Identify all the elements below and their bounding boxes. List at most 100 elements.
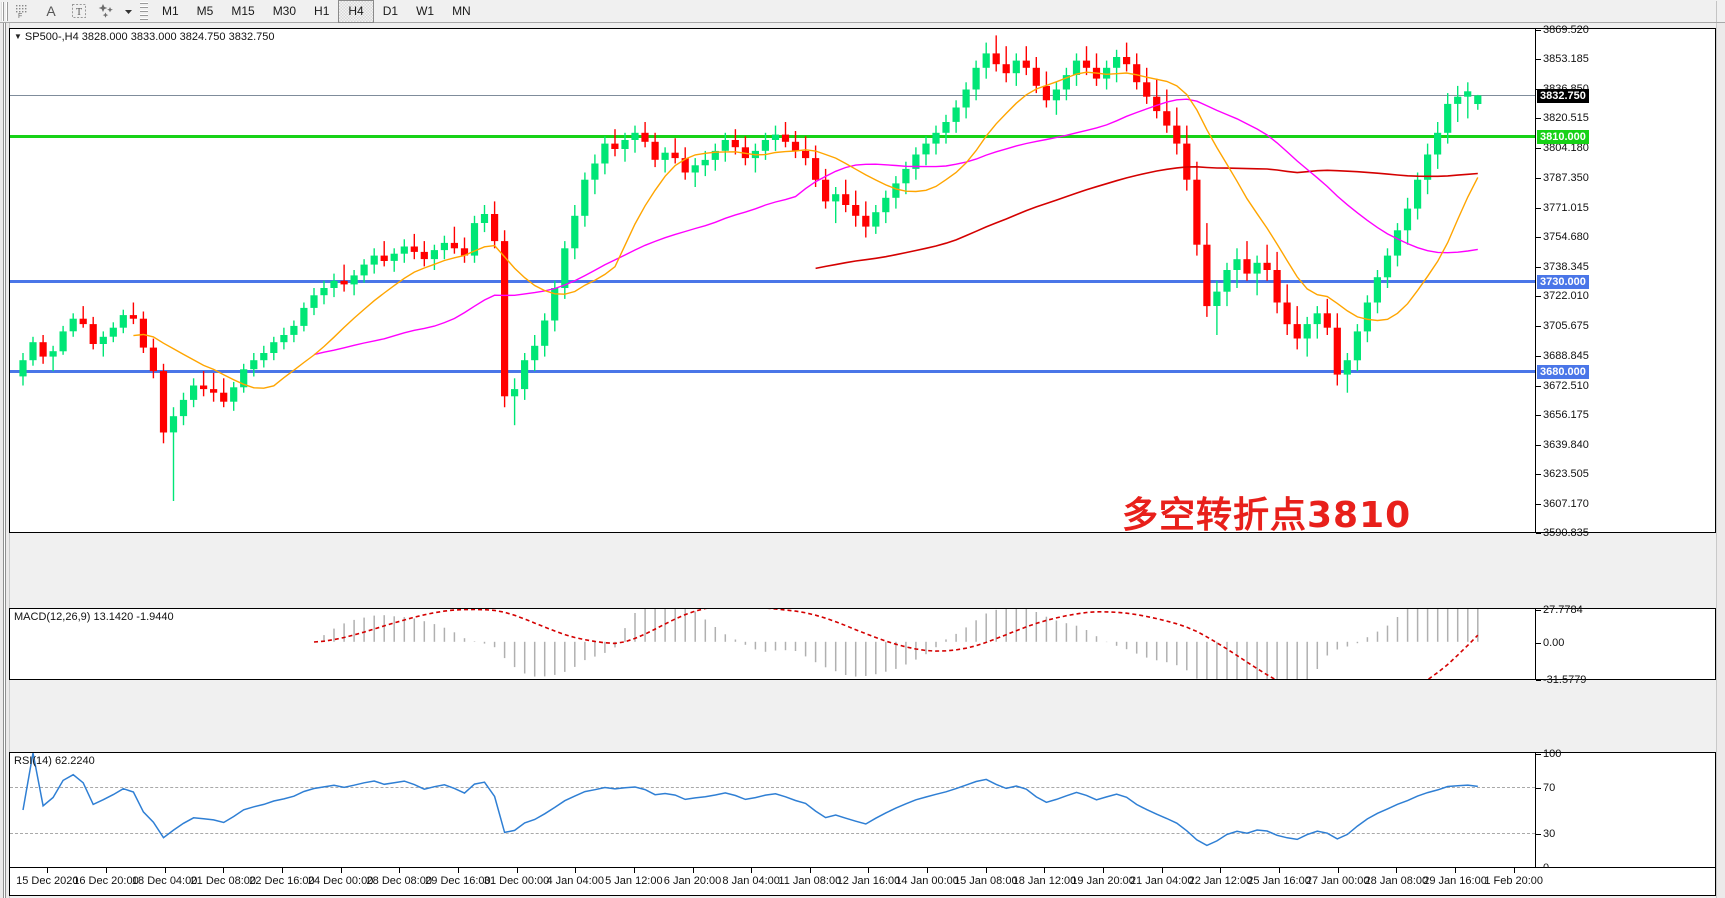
price-panel-title: SP500-,H4 3828.000 3833.000 3824.750 383…	[24, 31, 275, 43]
price-plot-area[interactable]	[10, 29, 1535, 532]
rsi-panel-header: RSI(14) 62.2240	[14, 755, 95, 767]
price-axis-tick	[1536, 533, 1541, 534]
time-axis-tick	[809, 868, 811, 873]
price-tag-3832.750[interactable]: 3832.750	[1537, 89, 1589, 104]
price-panel-header: ▼ SP500-,H4 3828.000 3833.000 3824.750 38…	[14, 31, 274, 43]
time-axis-tick	[575, 868, 577, 873]
time-axis-tick	[1044, 868, 1046, 873]
time-axis-label: 22 Dec 16:00	[249, 875, 315, 887]
time-axis-label: 11 Jan 08:00	[778, 875, 842, 887]
timeframe-h4[interactable]: H4	[338, 0, 374, 23]
time-axis-tick	[1279, 868, 1281, 873]
time-axis-tick	[399, 868, 401, 873]
timeframe-m15[interactable]: M15	[231, 4, 255, 18]
time-axis-tick	[868, 868, 870, 873]
rsi-plot-area[interactable]	[10, 753, 1535, 867]
time-axis-label: 16 Dec 20:00	[73, 875, 139, 887]
price-axis-label: 3688.845	[1543, 350, 1589, 363]
price-axis-tick	[1536, 30, 1541, 31]
macd-panel[interactable]: MACD(12,26,9) 13.1420 -1.9440 27.7784 0.0…	[9, 604, 1716, 686]
price-axis-label: 3869.520	[1543, 24, 1589, 36]
time-axis-label: 22 Jan 12:00	[1188, 875, 1253, 887]
timeframe-mn[interactable]: MN	[452, 4, 471, 18]
rsi-guide-30	[10, 832, 1535, 834]
time-axis-label: 18 Dec 04:00	[131, 875, 198, 887]
text-label-icon[interactable]: A	[37, 1, 65, 22]
crosshair-icon[interactable]: F	[9, 1, 37, 22]
time-axis-label: 24 Dec 00:00	[307, 875, 374, 887]
price-axis-label: 3639.840	[1543, 438, 1589, 451]
time-axis-tick	[457, 868, 459, 873]
price-tag-3730.000[interactable]: 3730.000	[1537, 274, 1589, 289]
time-axis-tick	[633, 868, 635, 873]
time-axis-tick	[985, 868, 987, 873]
timeframe-d1[interactable]: D1	[382, 4, 399, 18]
price-level-line-3680[interactable]	[10, 370, 1535, 374]
macd-axis-tick	[1536, 610, 1541, 611]
toolbar-grip[interactable]	[1, 1, 9, 21]
timeframe-h1[interactable]: H1	[314, 4, 330, 18]
price-axis-label: 3672.510	[1543, 379, 1589, 392]
price-axis-label: 3738.345	[1543, 260, 1589, 273]
time-axis-label: 29 Dec 16:00	[425, 875, 491, 887]
time-axis-tick	[340, 868, 342, 873]
timeframe-m30[interactable]: M30	[272, 4, 297, 18]
price-axis-label: 3607.170	[1543, 497, 1589, 510]
collapse-icon[interactable]: ▼	[14, 32, 22, 41]
time-axis-label: 1 Feb 20:00	[1484, 875, 1544, 887]
timeframe-m1[interactable]: M1	[162, 4, 179, 18]
macd-plot-area[interactable]	[10, 609, 1535, 679]
macd-axis-band[interactable]	[1535, 609, 1715, 679]
time-axis-label: 15 Dec 2020	[16, 875, 79, 887]
timeframe-m5[interactable]: M5	[196, 4, 214, 18]
time-axis-tick	[516, 868, 518, 873]
macd-axis-label: 27.7784	[1543, 604, 1583, 616]
time-axis-tick	[1220, 868, 1222, 873]
rsi-axis-label: 100	[1543, 748, 1562, 760]
price-axis-label: 3754.680	[1543, 231, 1589, 244]
time-axis-tick	[47, 868, 49, 873]
time-axis-label: 29 Jan 16:00	[1423, 875, 1487, 887]
price-axis-tick	[1536, 59, 1541, 61]
rsi-axis-band[interactable]	[1535, 753, 1715, 867]
right-scrollbar-strip[interactable]	[1716, 23, 1725, 898]
time-axis-tick	[692, 868, 694, 873]
price-level-line-3730[interactable]	[10, 279, 1535, 283]
time-axis-label: 27 Jan 00:00	[1305, 875, 1370, 887]
time-axis-label: 28 Jan 08:00	[1364, 875, 1429, 887]
time-axis-tick	[105, 868, 107, 873]
price-axis-label: 3656.175	[1543, 409, 1589, 422]
text-box-icon[interactable]: T	[65, 1, 93, 22]
rsi-axis-tick	[1536, 788, 1541, 790]
chart-annotation-text: 多空转折点3810	[1122, 495, 1412, 536]
time-axis[interactable]: 15 Dec 2020 16 Dec 20:00 18 Dec 04:00 21 De…	[9, 868, 1716, 896]
price-axis-tick	[1536, 415, 1541, 417]
dropdown-arrow-icon[interactable]	[121, 1, 135, 22]
time-axis-tick	[164, 868, 166, 873]
time-axis-tick	[927, 868, 929, 873]
timeframe-w1[interactable]: W1	[416, 4, 435, 18]
objects-icon[interactable]	[93, 1, 121, 22]
price-tag-3810.000[interactable]: 3810.000	[1537, 130, 1589, 145]
time-axis-tick	[1103, 868, 1105, 873]
price-axis-tick	[1536, 503, 1541, 505]
toolbar-end	[1716, 0, 1725, 22]
time-axis-tick	[281, 868, 283, 873]
toolbar-spacer	[480, 1, 1716, 22]
price-axis-label: 3722.010	[1543, 290, 1589, 303]
macd-axis-tick	[1536, 680, 1541, 681]
price-chart-panel[interactable]: ▼ SP500-,H4 3828.000 3833.000 3824.750 38…	[9, 24, 1716, 539]
macd-series	[10, 609, 1535, 679]
time-axis-tick	[1161, 868, 1163, 873]
price-axis-tick	[1536, 178, 1541, 180]
time-axis-label: 18 Jan 12:00	[1012, 875, 1077, 887]
price-axis-tick	[1536, 385, 1541, 387]
price-axis-tick	[1536, 266, 1541, 268]
rsi-panel[interactable]: RSI(14) 62.2240 10070300	[9, 748, 1716, 874]
price-axis-label: 3820.515	[1543, 112, 1589, 125]
price-tag-3680.000[interactable]: 3680.000	[1537, 365, 1589, 380]
price-axis-label: 3804.180	[1543, 141, 1589, 154]
text-label-glyph: A	[46, 3, 56, 19]
rsi-axis-tick	[1536, 754, 1541, 755]
price-level-line-3832.75[interactable]	[10, 95, 1535, 97]
